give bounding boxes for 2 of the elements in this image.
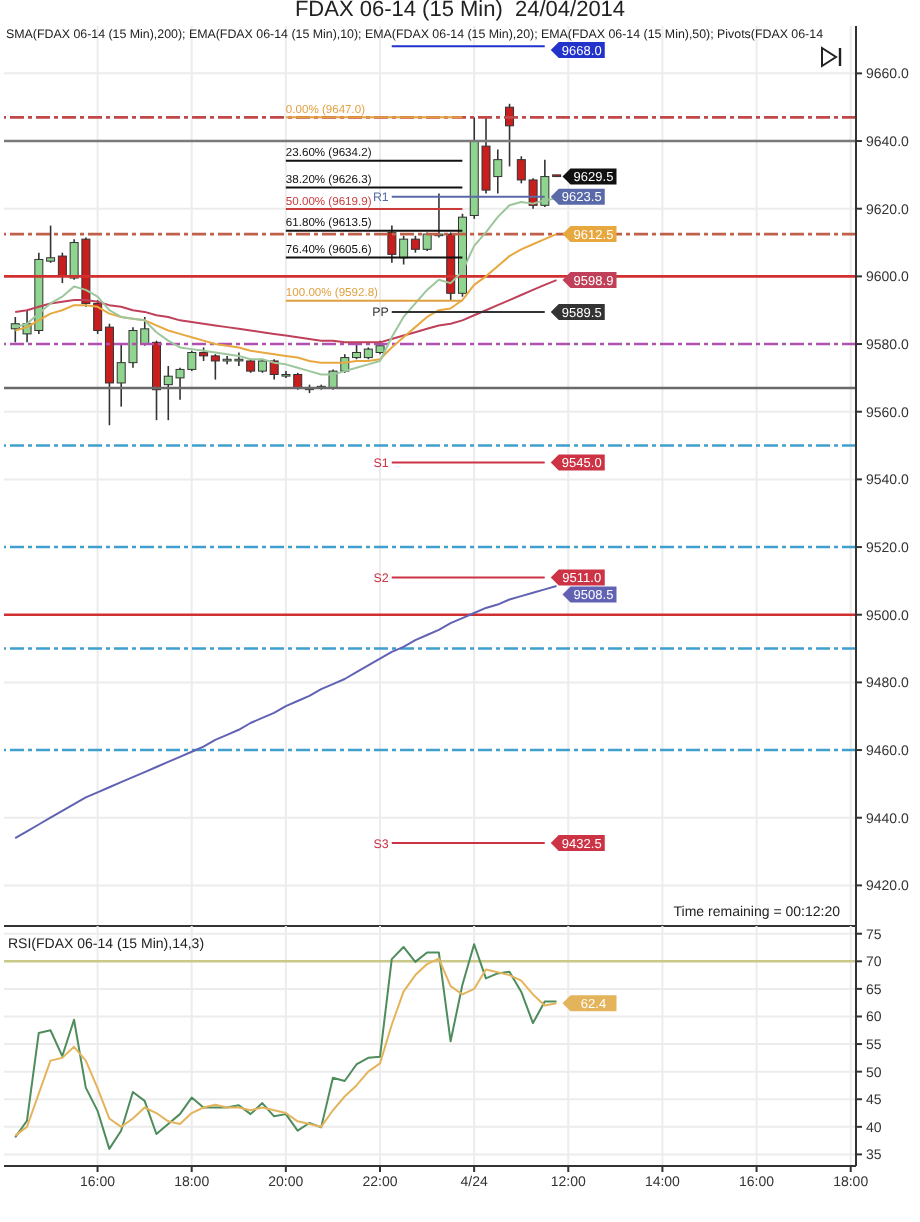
chart-title: FDAX 06-14 (15 Min) 24/04/2014	[292, 0, 628, 24]
line-series	[14, 279, 558, 344]
